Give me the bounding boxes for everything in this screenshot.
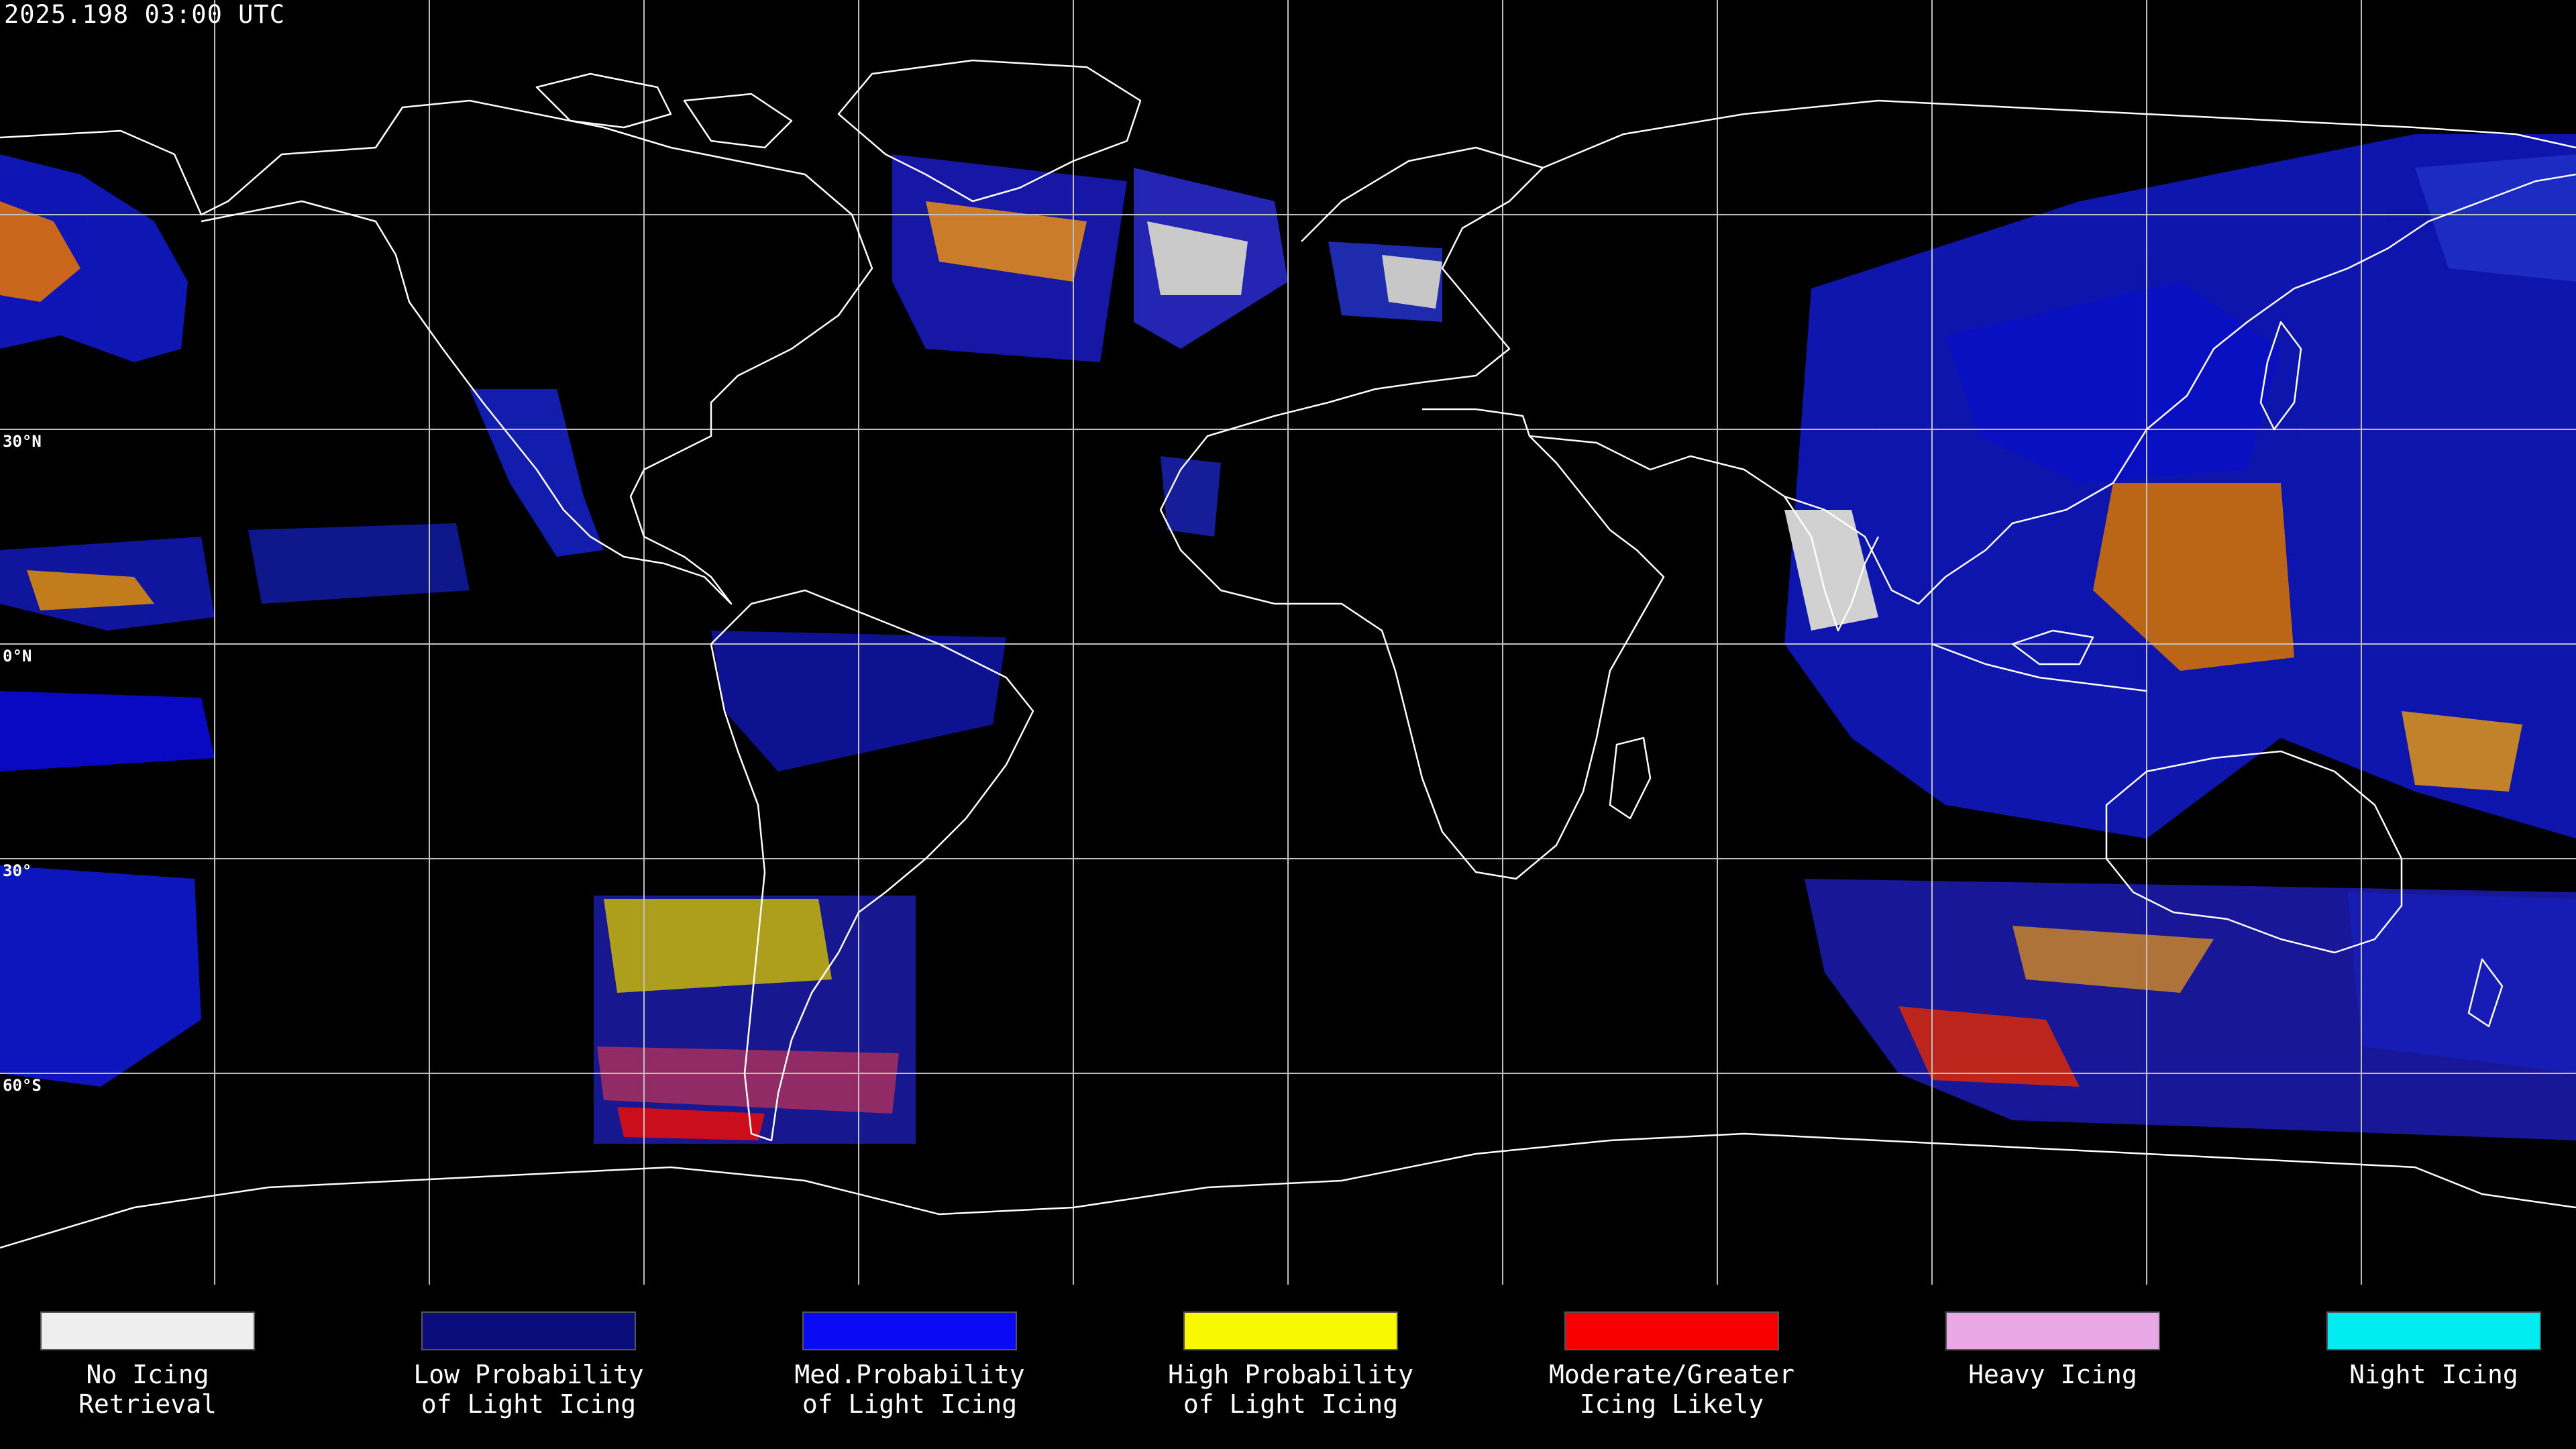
legend-swatch xyxy=(1183,1311,1398,1350)
legend-swatch xyxy=(421,1311,636,1350)
legend-swatch xyxy=(40,1311,255,1350)
timestamp: 2025.198 03:00 UTC xyxy=(4,0,285,29)
legend-label: No Icing Retrieval xyxy=(78,1360,217,1419)
legend-item-med-probability: Med.Probability of Light Icing xyxy=(762,1311,1044,1446)
coastlines xyxy=(0,59,2576,1249)
world-map xyxy=(0,0,2576,1285)
icing-data-overlay xyxy=(0,134,2576,1144)
legend-item-night-icing: Night Icing xyxy=(2286,1311,2568,1446)
latitude-label-30s: 30° xyxy=(3,861,32,880)
icing-legend: No Icing Retrieval Low Probability of Li… xyxy=(0,1285,2576,1449)
legend-item-low-probability: Low Probability of Light Icing xyxy=(381,1311,663,1446)
latitude-label-30n: 30°N xyxy=(3,432,42,451)
legend-label: High Probability of Light Icing xyxy=(1167,1360,1414,1419)
legend-swatch xyxy=(1564,1311,1779,1350)
legend-item-heavy-icing: Heavy Icing xyxy=(1905,1311,2187,1446)
legend-label: Low Probability of Light Icing xyxy=(413,1360,644,1419)
latitude-label-0n: 0°N xyxy=(3,647,32,665)
legend-label: Heavy Icing xyxy=(1968,1360,2137,1389)
legend-item-high-probability: High Probability of Light Icing xyxy=(1143,1311,1425,1446)
legend-label: Med.Probability of Light Icing xyxy=(794,1360,1025,1419)
legend-item-no-icing: No Icing Retrieval xyxy=(0,1311,282,1446)
legend-label: Night Icing xyxy=(2349,1360,2518,1389)
legend-item-moderate-greater: Moderate/Greater Icing Likely xyxy=(1524,1311,1806,1446)
legend-swatch xyxy=(802,1311,1017,1350)
legend-swatch xyxy=(1945,1311,2160,1350)
legend-swatch xyxy=(2326,1311,2541,1350)
legend-label: Moderate/Greater Icing Likely xyxy=(1548,1360,1795,1419)
latitude-label-60s: 60°S xyxy=(3,1076,42,1095)
